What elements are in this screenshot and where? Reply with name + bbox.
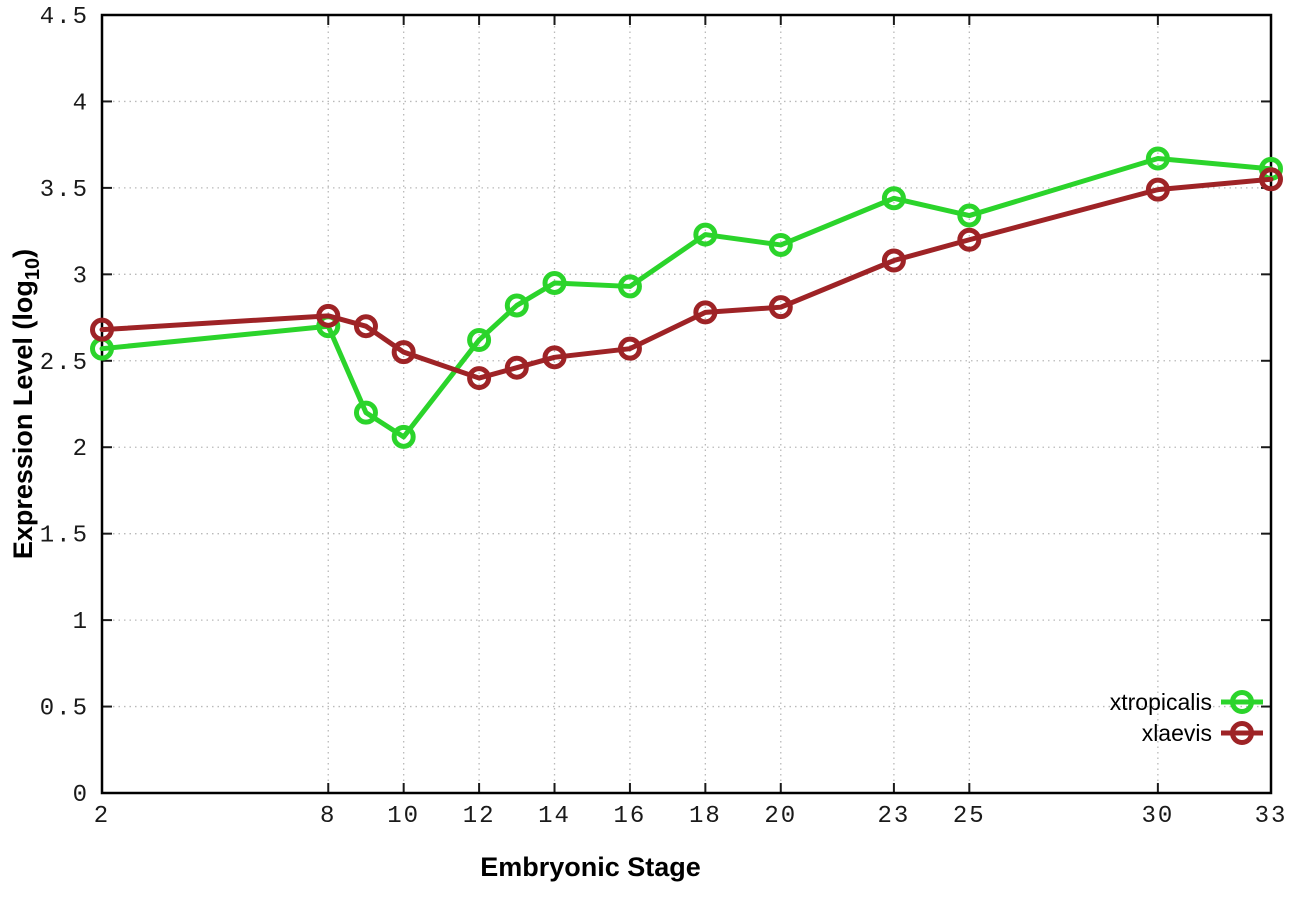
y-axis-title: Expression Level (log10) (8, 249, 44, 559)
y-tick-label: 1.5 (40, 523, 89, 550)
x-tick-label: 18 (689, 803, 722, 830)
y-tick-label: 4 (73, 90, 89, 117)
data-point-xtropicalis (768, 232, 793, 257)
data-point-xtropicalis (881, 186, 906, 211)
legend: xtropicalis xlaevis (1110, 689, 1263, 746)
x-tick-label: 10 (387, 803, 420, 830)
legend-marker-xlaevis (1230, 721, 1254, 745)
data-point-xtropicalis (353, 400, 378, 425)
y-tick-label: 4.5 (40, 4, 89, 31)
data-point-xtropicalis (542, 270, 567, 295)
axis-ticks: 2 8 10 12 14 16 18 20 23 25 30 33 0 0.5 1 1.5 2 2.5 3 3.5 4 4… (40, 4, 1288, 830)
data-point-xlaevis (353, 314, 378, 339)
data-point-xtropicalis (957, 203, 982, 228)
plot-border (100, 13, 1273, 795)
data-point-xlaevis (1145, 177, 1170, 202)
data-point-xlaevis (881, 248, 906, 273)
x-tick-label: 2 (94, 803, 110, 830)
data-point-xlaevis (504, 355, 529, 380)
y-axis-title-pre: Expression Level (log (8, 280, 38, 559)
data-point-xlaevis (768, 295, 793, 320)
y-axis-title-post: ) (8, 249, 38, 258)
data-point-xlaevis (90, 317, 114, 342)
y-axis-title-sub: 10 (22, 258, 44, 280)
data-point-xlaevis (316, 303, 341, 328)
series-xlaevis (90, 167, 1283, 391)
y-tick-label: 2.5 (40, 350, 89, 377)
y-tick-label: 3 (73, 263, 89, 290)
y-tick-label: 2 (73, 436, 89, 463)
data-point-xlaevis (1259, 167, 1283, 192)
x-tick-label: 8 (320, 803, 336, 830)
y-tick-label: 0.5 (40, 696, 89, 723)
data-point-xtropicalis (391, 424, 416, 449)
series-line-xlaevis (99, 176, 1274, 381)
gridlines (102, 15, 1271, 793)
data-point-xlaevis (693, 300, 718, 325)
data-point-xtropicalis (1145, 146, 1170, 171)
x-tick-label: 30 (1141, 803, 1174, 830)
x-tick-label: 16 (614, 803, 647, 830)
x-tick-label: 20 (764, 803, 797, 830)
y-tick-label: 0 (73, 782, 89, 809)
data-point-xtropicalis (693, 222, 718, 247)
data-point-xlaevis (467, 366, 492, 391)
legend-label-xlaevis: xlaevis (1142, 720, 1212, 746)
series-line-xtropicalis (99, 155, 1274, 440)
x-tick-label: 25 (953, 803, 986, 830)
x-tick-label: 33 (1255, 803, 1288, 830)
data-point-xlaevis (391, 340, 416, 365)
x-tick-label: 23 (877, 803, 910, 830)
data-point-xlaevis (617, 336, 642, 361)
x-tick-label: 12 (463, 803, 496, 830)
data-point-xtropicalis (504, 293, 529, 318)
y-tick-label: 1 (73, 609, 89, 636)
x-axis-title: Embryonic Stage (480, 852, 701, 882)
series-xtropicalis (90, 146, 1283, 449)
legend-label-xtropicalis: xtropicalis (1110, 689, 1212, 715)
data-point-xtropicalis (467, 328, 492, 353)
y-tick-label: 3.5 (40, 177, 89, 204)
data-point-xtropicalis (617, 274, 642, 299)
data-point-xlaevis (957, 227, 982, 252)
data-point-xlaevis (542, 345, 567, 370)
legend-marker-xtropicalis (1230, 690, 1254, 714)
x-tick-label: 14 (538, 803, 571, 830)
